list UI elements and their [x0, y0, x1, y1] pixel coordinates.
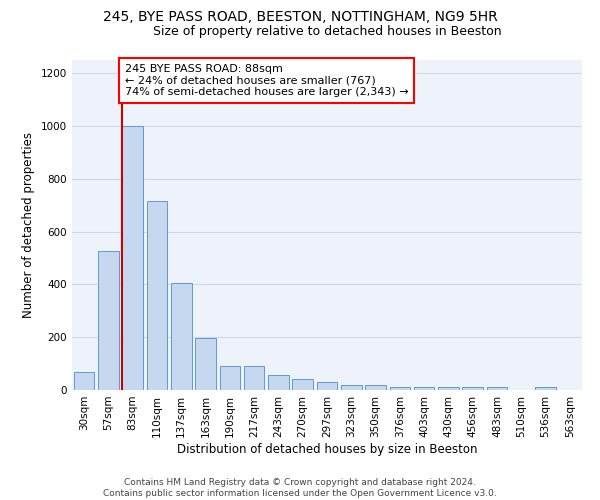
Bar — [487, 388, 508, 390]
Bar — [171, 282, 191, 390]
Bar — [317, 382, 337, 390]
Text: 245 BYE PASS ROAD: 88sqm
← 24% of detached houses are smaller (767)
74% of semi-: 245 BYE PASS ROAD: 88sqm ← 24% of detach… — [125, 64, 409, 97]
Bar — [389, 388, 410, 390]
Bar — [365, 384, 386, 390]
Bar — [414, 388, 434, 390]
Bar — [146, 200, 167, 390]
Y-axis label: Number of detached properties: Number of detached properties — [22, 132, 35, 318]
Bar — [292, 380, 313, 390]
Bar — [122, 126, 143, 390]
Bar — [195, 338, 216, 390]
Bar — [463, 388, 483, 390]
Title: Size of property relative to detached houses in Beeston: Size of property relative to detached ho… — [152, 25, 502, 38]
Bar — [74, 372, 94, 390]
Text: 245, BYE PASS ROAD, BEESTON, NOTTINGHAM, NG9 5HR: 245, BYE PASS ROAD, BEESTON, NOTTINGHAM,… — [103, 10, 497, 24]
Bar — [220, 366, 240, 390]
Bar — [98, 251, 119, 390]
Bar — [244, 366, 265, 390]
Bar — [438, 388, 459, 390]
Bar — [268, 375, 289, 390]
Bar — [535, 387, 556, 390]
Text: Contains HM Land Registry data © Crown copyright and database right 2024.
Contai: Contains HM Land Registry data © Crown c… — [103, 478, 497, 498]
Bar — [341, 384, 362, 390]
X-axis label: Distribution of detached houses by size in Beeston: Distribution of detached houses by size … — [177, 442, 477, 456]
